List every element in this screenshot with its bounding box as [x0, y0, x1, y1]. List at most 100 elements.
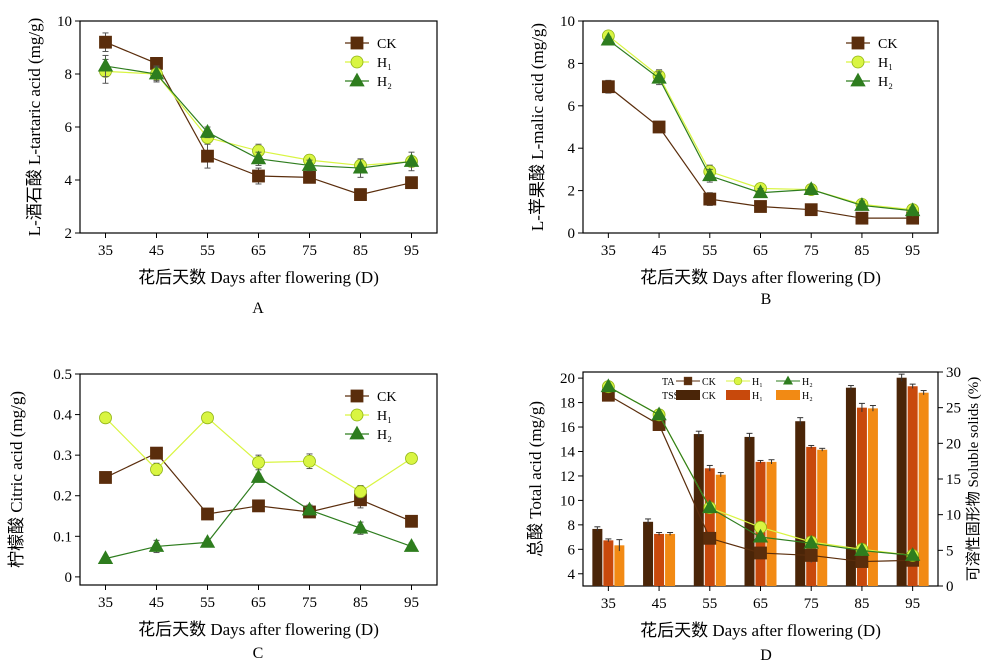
x-tick-label: 45	[652, 243, 667, 259]
legend-label: H₁	[377, 56, 392, 71]
y-axis-label: L-苹果酸 L-malic acid (mg/g)	[528, 23, 547, 231]
data-point	[651, 69, 667, 84]
data-point	[252, 499, 265, 513]
y-tick-label: 10	[560, 493, 575, 509]
x-tick-label: 55	[200, 595, 215, 611]
data-point	[752, 184, 769, 199]
data-point	[804, 203, 818, 217]
panel-b: 0 2 4 6 8 10 35 45 55 65 75 85 95 花后天数 Days after flo…	[528, 14, 939, 308]
data-point	[403, 538, 420, 552]
y-tick-label: 4	[568, 141, 576, 157]
legend-marker	[851, 55, 865, 69]
data-point	[403, 153, 420, 167]
x-tick-label: 75	[302, 595, 317, 611]
y-tick-label: 10	[57, 14, 72, 30]
y-tick-label: 0	[65, 570, 73, 586]
y-tick-label: 2	[568, 184, 576, 200]
y-tick-label: 14	[560, 444, 576, 460]
y-tick-label: 0.2	[53, 489, 72, 505]
tss-bar	[806, 446, 817, 586]
y-axis-label: 柠檬酸 Citric acid (mg/g)	[7, 391, 26, 568]
ta-point	[854, 542, 870, 556]
y-tick-label: 18	[560, 396, 575, 412]
panel-label: B	[761, 291, 772, 308]
data-point	[803, 181, 819, 195]
y-tick-label: 0.3	[53, 448, 72, 464]
tss-bar	[766, 461, 777, 586]
data-point	[99, 411, 112, 425]
tss-bar	[856, 407, 867, 586]
y-tick-label: 6	[568, 99, 576, 115]
data-point	[97, 550, 114, 565]
legend-marker	[349, 425, 365, 440]
x-tick-label: 95	[404, 595, 419, 611]
x-tick-label: 45	[149, 243, 164, 259]
panel-d: 4 6 8 10 12 14 16 18 20 35 45 55 65 75 85 95 花后天数 Days a…	[526, 365, 982, 664]
tss-bar	[603, 540, 614, 586]
x-tick-label: 85	[353, 243, 368, 259]
y-tick-label: 8	[568, 56, 576, 72]
data-point	[352, 519, 369, 534]
x-tick-label: 95	[404, 243, 419, 259]
x-tick-label: 45	[652, 596, 667, 612]
data-point	[199, 534, 216, 548]
data-point	[148, 65, 165, 80]
data-point	[150, 446, 163, 460]
data-point	[201, 149, 214, 163]
legend-marker-shape	[783, 375, 793, 385]
data-point	[703, 192, 717, 206]
legend-marker	[349, 72, 365, 87]
legend-group-label: TA	[662, 377, 675, 388]
y-tick-label: 6	[65, 120, 73, 136]
legend-marker	[850, 72, 866, 87]
data-point	[854, 197, 870, 211]
legend-label: H₁	[752, 377, 763, 388]
y-right-tick-label: 20	[946, 436, 961, 452]
legend-label: H₁	[752, 391, 763, 402]
x-tick-label: 75	[302, 243, 317, 259]
x-axis-label: 花后天数 Days after flowering (D)	[640, 268, 881, 287]
y-right-axis-label: 可溶性固形物 Soluble solids (%)	[965, 377, 982, 582]
x-tick-label: 35	[98, 595, 113, 611]
ta-point	[752, 528, 769, 543]
legend-marker	[350, 408, 364, 422]
x-tick-label: 65	[251, 595, 266, 611]
data-point	[354, 188, 367, 201]
legend-label: H₂	[802, 377, 813, 388]
x-tick-label: 35	[601, 596, 616, 612]
data-point	[199, 123, 216, 138]
y-tick-label: 0.5	[53, 367, 72, 383]
tss-bar	[795, 421, 806, 586]
tss-bar	[592, 528, 603, 586]
y-tick-label: 4	[568, 567, 576, 583]
y-right-tick-label: 30	[946, 365, 961, 381]
panel-c: 0 0.1 0.2 0.3 0.4 0.5 35 45 55 65 75 85 95 花后天数 Days …	[7, 367, 438, 662]
tss-bar	[693, 434, 704, 586]
data-point	[303, 170, 316, 184]
y-tick-label: 8	[568, 518, 576, 534]
data-point	[301, 157, 318, 171]
tss-bar	[614, 545, 625, 586]
panel-label: C	[253, 645, 264, 662]
data-point	[99, 35, 112, 49]
ta-point	[702, 499, 718, 514]
tss-bar	[896, 377, 907, 586]
x-tick-label: 55	[702, 243, 717, 259]
legend-marker	[350, 389, 364, 403]
panel-a: 2 4 6 8 10 35 45 55 65 75 85 95 花后天数 Days after flow…	[25, 14, 438, 317]
x-tick-label: 35	[601, 243, 616, 259]
tss-bar	[744, 436, 755, 586]
x-tick-label: 55	[702, 596, 717, 612]
x-tick-label: 35	[98, 243, 113, 259]
data-point	[652, 120, 666, 134]
data-point	[301, 501, 318, 516]
tss-bar	[715, 474, 726, 586]
legend-label: CK	[702, 391, 717, 402]
panel-label: A	[252, 300, 264, 317]
tss-bar	[845, 387, 856, 586]
data-point	[150, 462, 163, 476]
legend-marker	[350, 55, 364, 69]
data-point	[252, 169, 265, 183]
data-point	[252, 456, 265, 469]
